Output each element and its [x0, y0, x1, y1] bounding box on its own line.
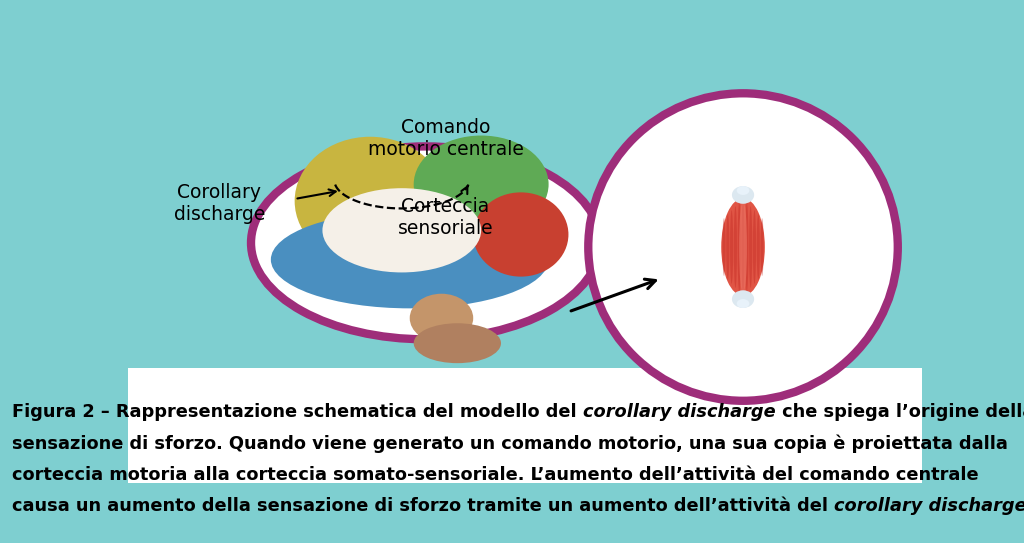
- Ellipse shape: [736, 186, 750, 195]
- Ellipse shape: [736, 299, 750, 308]
- Text: Corteccia
sensoriale: Corteccia sensoriale: [397, 197, 494, 238]
- Text: Figura 2 – Rappresentazione schematica del modello del: Figura 2 – Rappresentazione schematica d…: [12, 403, 583, 421]
- Text: corollary discharge: corollary discharge: [583, 403, 775, 421]
- Ellipse shape: [745, 202, 749, 292]
- Ellipse shape: [717, 186, 769, 308]
- Ellipse shape: [414, 136, 549, 233]
- Ellipse shape: [741, 198, 744, 296]
- Ellipse shape: [732, 291, 754, 308]
- Ellipse shape: [722, 218, 726, 276]
- Ellipse shape: [414, 323, 501, 363]
- Ellipse shape: [761, 218, 764, 276]
- Ellipse shape: [730, 210, 733, 284]
- Ellipse shape: [726, 214, 729, 280]
- Ellipse shape: [737, 202, 740, 292]
- Ellipse shape: [757, 214, 760, 280]
- Text: che spiega l’origine della: che spiega l’origine della: [775, 403, 1024, 421]
- Ellipse shape: [270, 211, 549, 308]
- Ellipse shape: [734, 206, 737, 288]
- Ellipse shape: [410, 294, 473, 343]
- Text: Comando
motorio centrale: Comando motorio centrale: [368, 118, 523, 159]
- FancyBboxPatch shape: [128, 368, 922, 483]
- Ellipse shape: [750, 206, 753, 288]
- Ellipse shape: [295, 137, 445, 266]
- Ellipse shape: [251, 147, 600, 339]
- Text: corollary discharge: corollary discharge: [835, 497, 1024, 515]
- Text: corteccia motoria alla corteccia somato-sensoriale. L’aumento dell’attività del : corteccia motoria alla corteccia somato-…: [12, 466, 979, 484]
- Ellipse shape: [721, 198, 765, 296]
- Ellipse shape: [739, 200, 748, 294]
- Ellipse shape: [323, 188, 481, 273]
- Ellipse shape: [732, 186, 754, 204]
- Ellipse shape: [588, 93, 898, 401]
- Text: causa un aumento della sensazione di sforzo tramite un aumento dell’attività del: causa un aumento della sensazione di sfo…: [12, 497, 835, 515]
- Ellipse shape: [753, 210, 756, 284]
- Text: Corollary
discharge: Corollary discharge: [174, 182, 265, 224]
- Text: sensazione di sforzo. Quando viene generato un comando motorio, una sua copia è : sensazione di sforzo. Quando viene gener…: [12, 434, 1009, 453]
- Ellipse shape: [473, 192, 568, 276]
